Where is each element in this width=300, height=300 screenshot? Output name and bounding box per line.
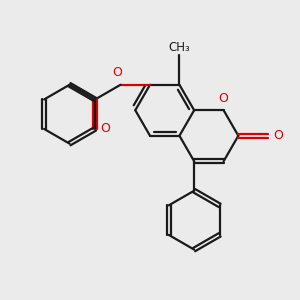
Text: O: O	[273, 129, 283, 142]
Text: O: O	[219, 92, 229, 105]
Text: O: O	[113, 67, 122, 80]
Text: O: O	[100, 122, 110, 135]
Text: CH₃: CH₃	[169, 41, 190, 54]
